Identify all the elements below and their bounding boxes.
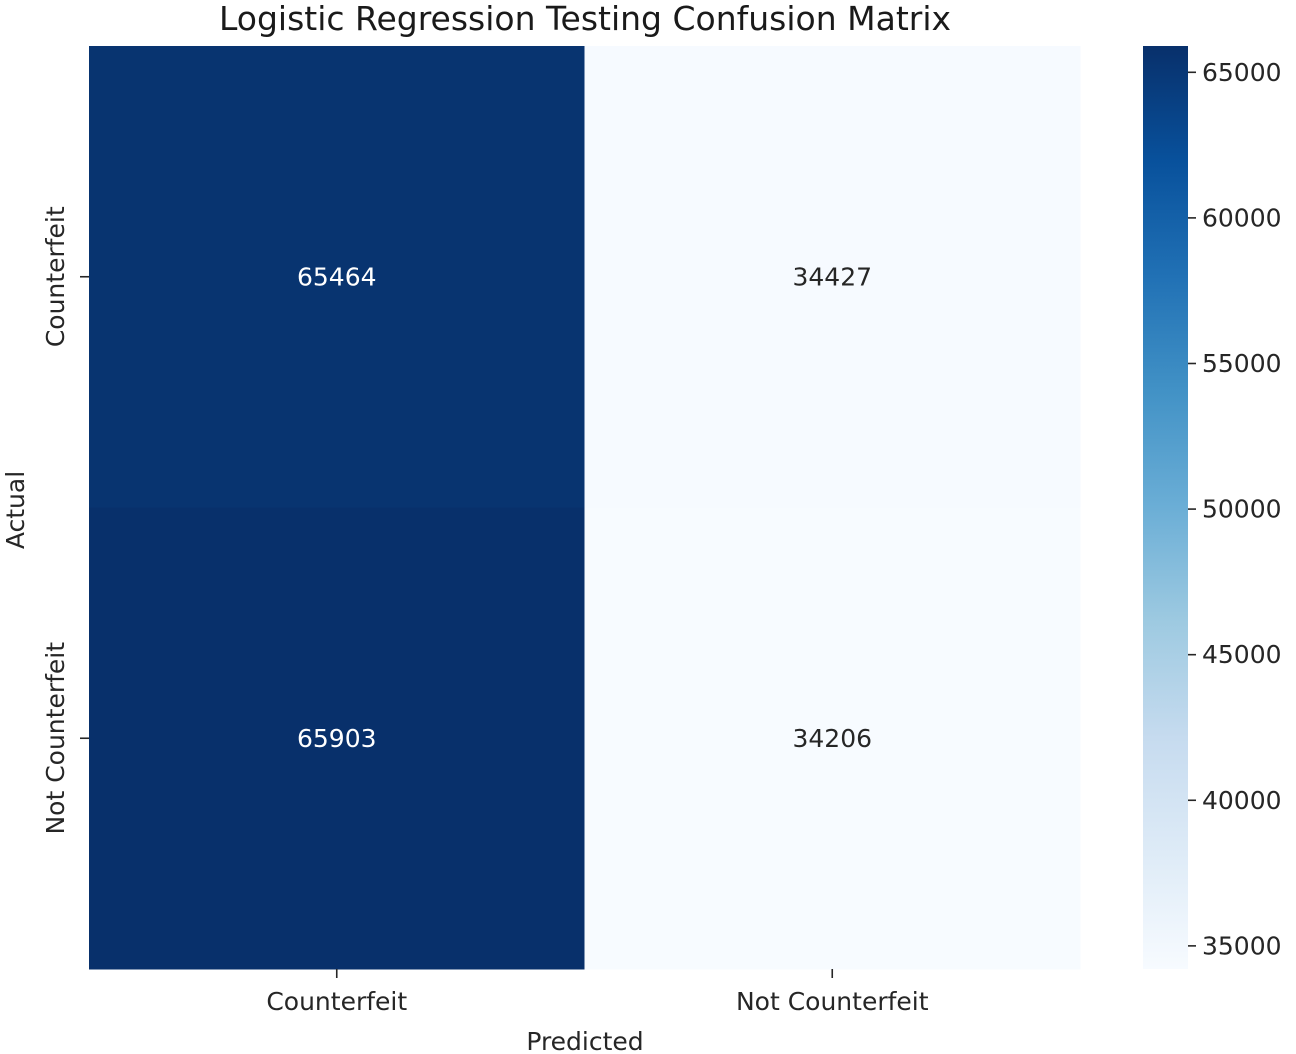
heatmap-cell-label: 65464 xyxy=(297,262,377,291)
heatmap-cell xyxy=(584,46,1081,508)
y-tick-label: Counterfeit xyxy=(41,206,70,347)
y-axis-label: Actual xyxy=(1,471,30,549)
heatmap-cell-label: 65903 xyxy=(297,724,377,753)
y-tick-label: Not Counterfeit xyxy=(41,642,70,835)
x-tick-label: Counterfeit xyxy=(266,987,407,1016)
colorbar-tick-label: 45000 xyxy=(1202,640,1282,669)
heatmap-cell xyxy=(89,507,585,970)
x-axis-label: Predicted xyxy=(526,1027,643,1054)
heatmap-cell xyxy=(584,507,1081,970)
y-axis-ticks: Counterfeit Not Counterfeit xyxy=(41,206,89,835)
colorbar xyxy=(1143,46,1188,969)
heatmap-cells xyxy=(89,46,1081,970)
heatmap-cell xyxy=(89,46,585,508)
colorbar-tick-label: 50000 xyxy=(1202,495,1282,524)
colorbar-tick-label: 35000 xyxy=(1202,931,1282,960)
colorbar-tick-label: 40000 xyxy=(1202,786,1282,815)
x-tick-label: Not Counterfeit xyxy=(736,987,929,1016)
chart-title: Logistic Regression Testing Confusion Ma… xyxy=(219,0,951,38)
x-axis-ticks: Counterfeit Not Counterfeit xyxy=(266,969,929,1016)
heatmap-cell-labels: 65464 34427 65903 34206 xyxy=(297,262,872,753)
colorbar-tick-label: 55000 xyxy=(1202,349,1282,378)
colorbar-tick-label: 60000 xyxy=(1202,203,1282,232)
colorbar-ticks: 35000 40000 45000 50000 55000 60000 65000 xyxy=(1188,58,1282,960)
heatmap-cell-label: 34206 xyxy=(792,724,872,753)
colorbar-tick-label: 65000 xyxy=(1202,58,1282,87)
heatmap-cell-label: 34427 xyxy=(792,262,872,291)
